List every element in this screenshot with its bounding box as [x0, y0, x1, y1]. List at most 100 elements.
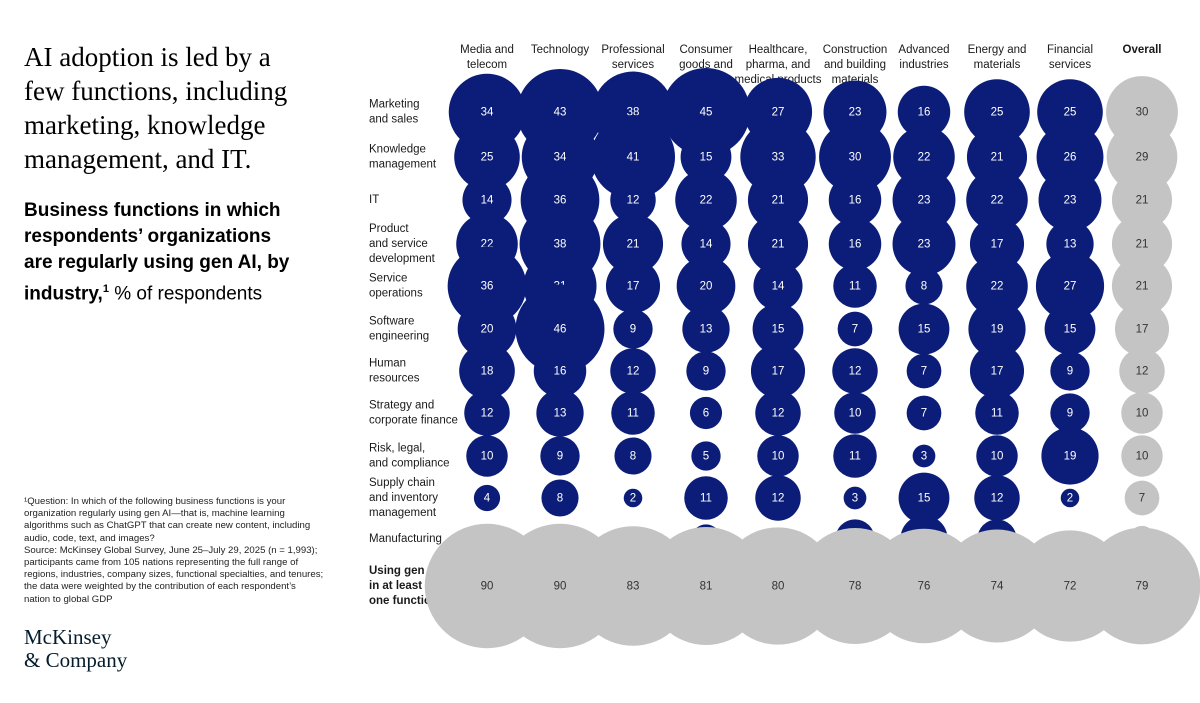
industry-bubble: [613, 309, 653, 349]
industry-bubble-label: 22: [918, 152, 931, 164]
industry-bubble: [611, 391, 655, 435]
footnote-source: Source: McKinsey Global Survey, June 25–…: [24, 544, 324, 605]
industry-bubble: [1041, 427, 1099, 485]
industry-bubble-label: 11: [700, 493, 712, 505]
industry-bubble-label: 14: [481, 195, 494, 207]
industry-bubble-label: 12: [849, 366, 862, 378]
logo-line-2: & Company: [24, 648, 128, 672]
summary-row-label: Using gen AI: [369, 565, 439, 577]
headline-line: marketing, knowledge: [24, 110, 266, 140]
industry-bubble-label: 13: [700, 324, 713, 336]
column-header: Financial: [1047, 44, 1093, 56]
industry-bubble: [680, 131, 732, 183]
industry-bubble-label: 16: [849, 239, 862, 251]
industry-bubble-label: 9: [1067, 408, 1073, 420]
industry-bubble-label: 46: [554, 324, 567, 336]
industry-bubble: [828, 217, 882, 271]
footnote: ¹Question: In which of the following bus…: [24, 496, 324, 606]
industry-bubble-label: 10: [991, 451, 1004, 463]
headline-line: few functions, including: [24, 76, 288, 106]
industry-bubble: [536, 389, 584, 437]
industry-bubble-label: 14: [772, 281, 785, 293]
overall-bubble: [1121, 435, 1163, 477]
row-label: Strategy and: [369, 400, 434, 412]
column-header: Consumer: [679, 44, 732, 56]
industry-bubble-label: 33: [772, 152, 785, 164]
overall-bubble-label: 30: [1136, 107, 1149, 119]
overall-bubble-label: 10: [1136, 408, 1149, 420]
industry-bubble-label: 12: [772, 493, 785, 505]
industry-bubble-label: 15: [772, 324, 785, 336]
chart-subtitle: Business functions in which respondents’…: [24, 198, 344, 307]
column-header: Technology: [531, 44, 589, 56]
industry-bubble-label: 18: [481, 366, 494, 378]
industry-bubble: [828, 173, 882, 227]
industry-bubble: [755, 390, 801, 436]
overall-bubble: [1124, 480, 1160, 516]
subtitle-unit: % of respondents: [114, 283, 263, 305]
column-header: Healthcare,: [749, 44, 808, 56]
industry-bubble: [515, 284, 605, 374]
row-label: Human: [369, 358, 406, 370]
industry-bubble: [447, 246, 527, 326]
industry-bubble: [602, 213, 664, 275]
headline: AI adoption is led by a few functions, i…: [24, 40, 344, 176]
industry-bubble: [747, 213, 809, 275]
row-label: and sales: [369, 114, 418, 126]
industry-bubble: [833, 434, 877, 478]
industry-bubble: [462, 175, 512, 225]
industry-bubble: [623, 488, 643, 508]
overall-bubble-label: 21: [1136, 281, 1149, 293]
subtitle-line: industry,1 % of respondents: [24, 276, 344, 307]
industry-bubble: [457, 299, 517, 359]
industry-bubble: [682, 305, 730, 353]
industry-bubble-label: 10: [849, 408, 862, 420]
industry-bubble-label: 11: [849, 281, 861, 293]
industry-bubble-label: 25: [1064, 107, 1077, 119]
industry-bubble-label: 23: [918, 195, 931, 207]
row-label: Product: [369, 223, 409, 235]
industry-bubble: [533, 344, 587, 398]
industry-bubble-label: 36: [554, 195, 567, 207]
footnote-question: ¹Question: In which of the following bus…: [24, 496, 311, 544]
industry-bubble-label: 27: [1064, 281, 1077, 293]
row-label: Risk, legal,: [369, 443, 425, 455]
summary-bubble-label: 78: [849, 581, 862, 593]
column-header: Professional: [601, 44, 664, 56]
industry-bubble-label: 11: [991, 408, 1003, 420]
industry-bubble-label: 27: [772, 107, 785, 119]
industry-bubble-label: 22: [991, 281, 1004, 293]
overall-bubble: [1106, 121, 1178, 193]
industry-bubble-label: 41: [627, 152, 640, 164]
industry-bubble: [906, 395, 942, 431]
industry-bubble: [1038, 168, 1102, 232]
column-header: telecom: [467, 59, 507, 71]
column-header: and building: [824, 59, 886, 71]
row-label: corporate finance: [369, 415, 458, 427]
logo-line-1: McKinsey: [24, 625, 112, 649]
industry-bubble-label: 21: [772, 195, 785, 207]
row-label: Software: [369, 316, 414, 328]
industry-bubble-label: 26: [1064, 152, 1077, 164]
industry-bubble-label: 16: [554, 366, 567, 378]
industry-bubble-label: 30: [849, 152, 862, 164]
industry-bubble: [747, 169, 809, 231]
industry-bubble: [912, 444, 936, 468]
subtitle-bold-word: industry,: [24, 283, 103, 305]
industry-bubble-label: 13: [554, 408, 567, 420]
row-label: and compliance: [369, 458, 450, 470]
industry-bubble-label: 2: [630, 493, 636, 505]
industry-bubble-label: 12: [481, 408, 494, 420]
industry-bubble: [969, 216, 1025, 272]
industry-bubble: [834, 392, 876, 434]
industry-bubble-label: 17: [772, 366, 785, 378]
column-header: Overall: [1123, 44, 1162, 56]
industry-bubble-label: 7: [921, 408, 927, 420]
industry-bubble-label: 19: [1064, 451, 1077, 463]
column-header: materials: [974, 59, 1021, 71]
overall-bubble-label: 29: [1136, 152, 1149, 164]
industry-bubble-label: 8: [921, 281, 927, 293]
industry-bubble-label: 11: [849, 451, 861, 463]
industry-bubble-label: 15: [1064, 324, 1077, 336]
